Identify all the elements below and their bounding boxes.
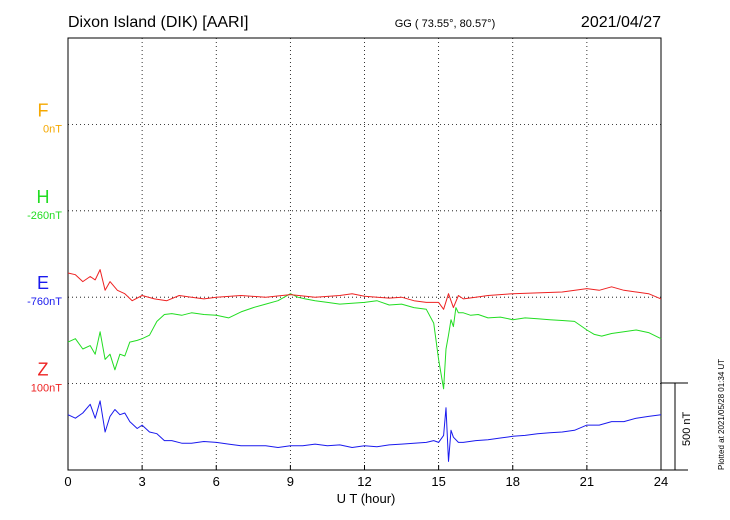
x-tick-label: 21 xyxy=(580,474,594,489)
plotted-at-note: Plotted at 2021/05/28 01:34 UT xyxy=(717,359,726,470)
scale-bar-label: 500 nT xyxy=(681,411,693,446)
x-tick-label: 12 xyxy=(357,474,371,489)
baseline-letter: Z xyxy=(38,360,49,380)
x-tick-label: 6 xyxy=(213,474,220,489)
scale-bar: 500 nT xyxy=(661,382,693,471)
date-label: 2021/04/27 xyxy=(581,14,661,31)
station-title: Dixon Island (DIK) [AARI] xyxy=(68,14,249,31)
baseline-e: E -760nT xyxy=(27,273,62,308)
series-lines xyxy=(67,269,662,462)
x-tick-label: 15 xyxy=(431,474,445,489)
x-axis-ticks: 0 3 6 9 12 15 18 21 24 xyxy=(64,465,668,489)
baseline-offset: 100nT xyxy=(31,383,62,395)
series-line-e xyxy=(67,400,662,462)
baseline-z: Z 100nT xyxy=(31,360,62,395)
series-line-h xyxy=(67,293,662,390)
baseline-offset: 0nT xyxy=(43,123,62,135)
baseline-letter: F xyxy=(38,100,49,120)
coordinates-label: GG ( 73.55°, 80.57°) xyxy=(395,18,496,30)
baseline-labels: F 0nT H -260nT E -760nT Z 100nT xyxy=(27,100,62,394)
baseline-letter: H xyxy=(37,187,50,207)
x-tick-label: 24 xyxy=(654,474,668,489)
baseline-offset: -260nT xyxy=(27,210,62,222)
x-tick-label: 0 xyxy=(64,474,71,489)
baseline-offset: -760nT xyxy=(27,296,62,308)
baseline-h: H -260nT xyxy=(27,187,62,222)
x-axis-label: U T (hour) xyxy=(337,491,396,506)
series-line-z xyxy=(67,269,662,310)
grid-lines xyxy=(68,38,661,470)
baseline-f: F 0nT xyxy=(38,100,63,135)
x-tick-label: 9 xyxy=(287,474,294,489)
baseline-letter: E xyxy=(37,273,49,293)
x-tick-label: 18 xyxy=(506,474,520,489)
x-tick-label: 3 xyxy=(139,474,146,489)
